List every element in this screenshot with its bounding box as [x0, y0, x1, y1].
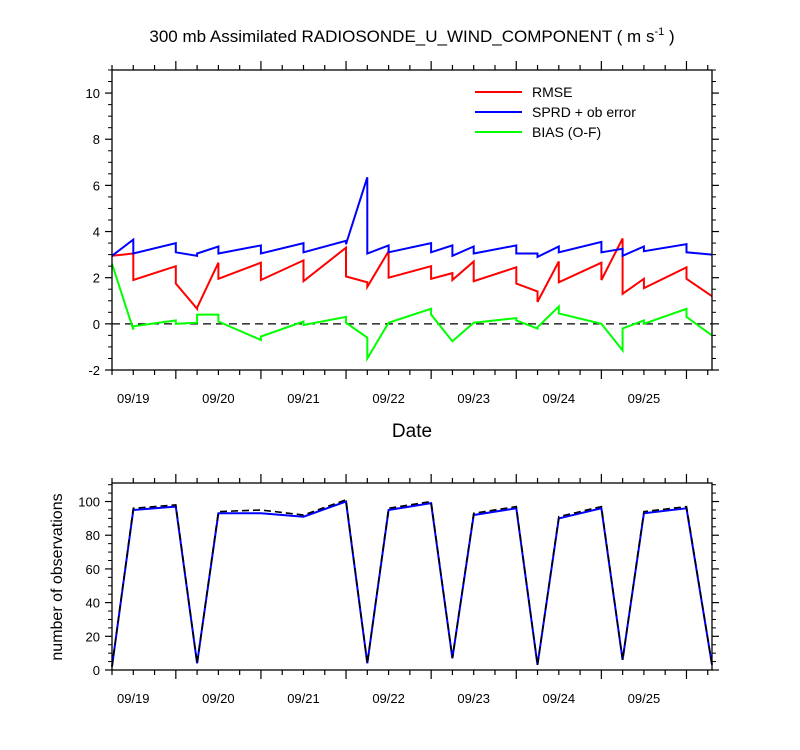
bottom-axes: 0 20 40 60 80 100 09/19 09/20 09/21 09/22 09/23 09/…	[78, 474, 719, 706]
top-plot-frame	[111, 69, 713, 371]
top-series-line-sprd-ob-error	[111, 176, 713, 259]
bottom-x-tick-label: 09/19	[117, 691, 150, 706]
bottom-y-tick-label: 40	[86, 596, 100, 611]
x-axis-label: Date	[392, 421, 432, 442]
top-y-tick-label: 2	[93, 271, 100, 286]
bottom-y-tick-label: 60	[86, 562, 100, 577]
top-y-tick-label: -2	[88, 363, 100, 378]
bottom-y-tick-label: 20	[86, 629, 100, 644]
top-x-tick-label: 09/23	[457, 391, 490, 406]
top-x-tick-label: 09/21	[287, 391, 320, 406]
bottom-x-tick-label: 09/24	[543, 691, 576, 706]
bottom-x-tick-label: 09/22	[372, 691, 405, 706]
y-axis-label-bottom: number of observations	[49, 493, 66, 660]
bottom-plot-frame	[111, 482, 713, 671]
bottom-x-tick-label: 09/20	[202, 691, 235, 706]
top-axes: -2 0 2 4 6 8 10 09/19 09/20 09/21 09/22 09/23 09/24 0…	[86, 61, 719, 406]
bottom-y-tick-label: 100	[78, 495, 100, 510]
legend: RMSE SPRD + ob error BIAS (O-F)	[475, 84, 636, 140]
chart-title-main: 300 mb Assimilated RADIOSONDE_U_WIND_COM…	[149, 27, 654, 46]
bottom-series-layer	[111, 498, 713, 667]
top-y-tick-label: 4	[93, 225, 100, 240]
top-y-tick-label: 6	[93, 178, 100, 193]
top-x-tick-label: 09/25	[628, 391, 661, 406]
legend-label-sprd: SPRD + ob error	[532, 104, 636, 120]
legend-label-bias: BIAS (O-F)	[532, 124, 601, 140]
bottom-y-tick-label: 0	[93, 663, 100, 678]
bottom-x-tick-label: 09/23	[457, 691, 490, 706]
chart-title-superscript: -1	[654, 26, 664, 38]
top-series-line-rmse	[111, 238, 713, 312]
top-y-tick-label: 10	[86, 86, 100, 101]
top-panel: -2 0 2 4 6 8 10 09/19 09/20 09/21 09/22 09/23 09/24 0…	[86, 61, 719, 406]
bottom-x-tick-label: 09/25	[628, 691, 661, 706]
top-x-tick-label: 09/22	[372, 391, 405, 406]
top-series-line-bias-o-f	[111, 263, 713, 363]
bottom-panel: 0 20 40 60 80 100 09/19 09/20 09/21 09/22 09/23 09/…	[78, 474, 719, 706]
bottom-series-line-total	[111, 498, 713, 667]
top-x-tick-label: 09/20	[202, 391, 235, 406]
bottom-x-tick-label: 09/21	[287, 691, 320, 706]
bottom-y-tick-label: 80	[86, 528, 100, 543]
top-series-layer	[111, 176, 713, 363]
chart-title-end: )	[664, 27, 674, 46]
bottom-series-line-assimilated	[111, 500, 713, 667]
chart-title: 300 mb Assimilated RADIOSONDE_U_WIND_COM…	[149, 26, 674, 46]
legend-label-rmse: RMSE	[532, 84, 572, 100]
top-x-tick-label: 09/24	[543, 391, 576, 406]
top-x-tick-label: 09/19	[117, 391, 150, 406]
top-y-tick-label: 8	[93, 132, 100, 147]
top-y-tick-label: 0	[93, 317, 100, 332]
